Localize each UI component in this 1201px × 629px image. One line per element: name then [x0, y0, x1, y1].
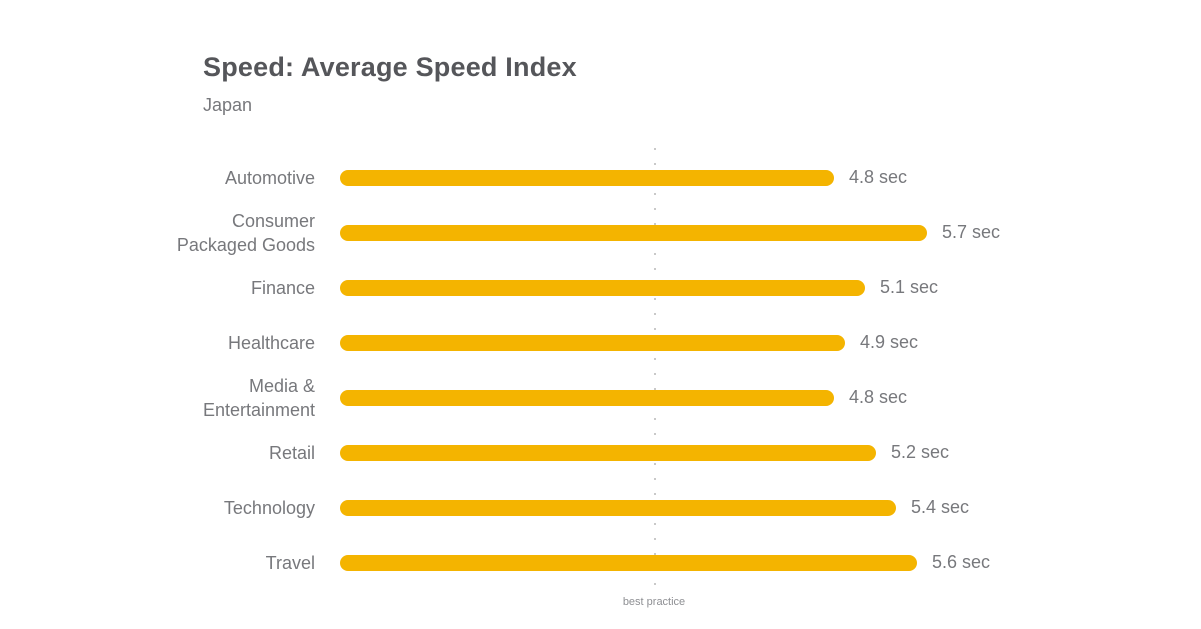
bar-rows: Automotive 4.8 sec Consumer Packaged Goo…	[0, 150, 1201, 590]
category-label: Automotive	[224, 167, 315, 188]
category-label: Retail	[268, 442, 315, 463]
bar	[340, 334, 845, 351]
bar-track: 5.2 sec	[340, 425, 1201, 480]
chart-row: Technology 5.4 sec	[0, 480, 1201, 535]
bar-track: 4.8 sec	[340, 150, 1201, 205]
best-practice-label: best practice	[622, 596, 686, 608]
chart-row: Healthcare 4.9 sec	[0, 315, 1201, 370]
chart-row: Automotive 4.8 sec	[0, 150, 1201, 205]
bar-track: 5.1 sec	[340, 260, 1201, 315]
bar	[340, 279, 865, 296]
bar	[340, 444, 876, 461]
value-label: 4.9 sec	[860, 332, 919, 352]
chart-subtitle: Japan	[203, 95, 253, 115]
category-label: Consumer Packaged Goods	[176, 210, 315, 255]
value-label: 5.6 sec	[932, 552, 991, 572]
bar-track: 5.7 sec	[340, 205, 1201, 260]
category-label: Finance	[250, 277, 315, 298]
bar	[340, 169, 834, 186]
bar	[340, 389, 834, 406]
chart-row: Retail 5.2 sec	[0, 425, 1201, 480]
bar-track: 4.9 sec	[340, 315, 1201, 370]
value-label: 5.4 sec	[911, 497, 970, 517]
chart-row: Consumer Packaged Goods 5.7 sec	[0, 205, 1201, 260]
bar-track: 5.4 sec	[340, 480, 1201, 535]
value-label: 4.8 sec	[849, 167, 908, 187]
value-label: 5.7 sec	[942, 222, 1001, 242]
category-label: Technology	[223, 497, 315, 518]
bar	[340, 554, 917, 571]
category-label: Media & Entertainment	[202, 375, 315, 420]
chart-row: Finance 5.1 sec	[0, 260, 1201, 315]
value-label: 5.1 sec	[880, 277, 939, 297]
chart-row: Media & Entertainment 4.8 sec	[0, 370, 1201, 425]
category-label: Healthcare	[227, 332, 315, 353]
chart-row: Travel 5.6 sec	[0, 535, 1201, 590]
category-label: Travel	[265, 552, 315, 573]
value-label: 5.2 sec	[891, 442, 950, 462]
value-label: 4.8 sec	[849, 387, 908, 407]
bar-track: 4.8 sec	[340, 370, 1201, 425]
chart-title: Speed: Average Speed Index	[203, 52, 577, 82]
bar-track: 5.6 sec	[340, 535, 1201, 590]
best-practice-guideline	[654, 148, 656, 588]
bar	[340, 224, 927, 241]
bar	[340, 499, 896, 516]
